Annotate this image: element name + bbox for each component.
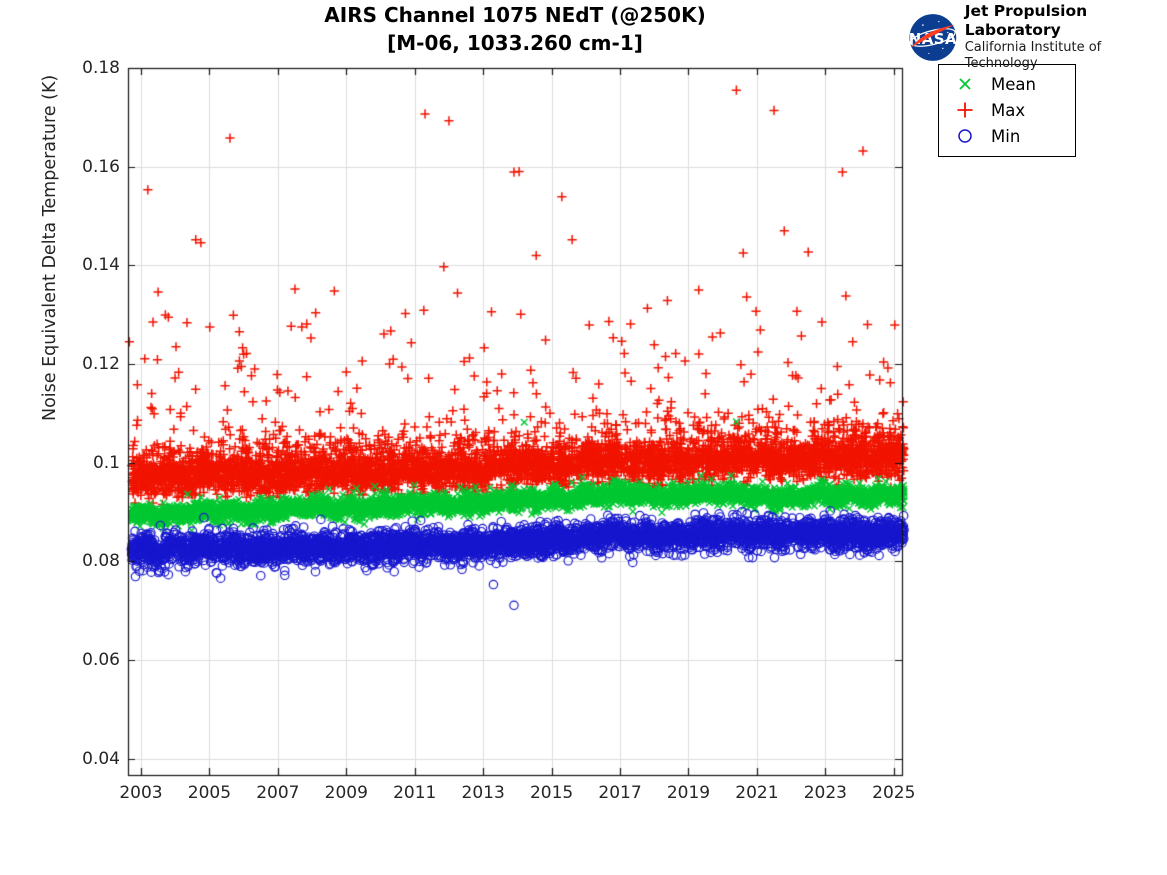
legend-item-max: Max (939, 97, 1075, 123)
legend-x-icon (939, 74, 991, 94)
legend-circle-icon (939, 126, 991, 146)
y-tick-label: 0.12 (82, 354, 120, 375)
brand-header: NASA Jet Propulsion Laboratory Californi… (908, 2, 1167, 72)
y-tick-label: 0.1 (92, 452, 120, 473)
x-tick-label: 2003 (119, 783, 163, 803)
x-tick-label: 2021 (735, 783, 779, 803)
legend-label: Mean (991, 74, 1036, 94)
x-tick-label: 2013 (461, 783, 505, 803)
x-tick-label: 2025 (872, 783, 916, 803)
x-tick-label: 2017 (598, 783, 642, 803)
x-tick-label: 2015 (529, 783, 574, 803)
x-tick-label: 2011 (393, 783, 437, 803)
nasa-logo-icon: NASA (909, 13, 957, 61)
y-tick-label: 0.08 (82, 551, 120, 572)
legend-item-mean: Mean (939, 71, 1075, 97)
legend-plus-icon (939, 100, 991, 120)
y-tick-label: 0.06 (82, 650, 120, 671)
legend-label: Max (991, 100, 1026, 120)
y-tick-label: 0.14 (82, 255, 120, 276)
y-tick-label: 0.18 (82, 58, 120, 78)
chart-subtitle: [M-06, 1033.260 cm-1] (387, 31, 643, 55)
y-tick-label: 0.16 (82, 156, 120, 177)
x-tick-label: 2019 (666, 783, 711, 803)
y-tick-label: 0.04 (82, 748, 120, 769)
x-tick-label: 2005 (187, 783, 232, 803)
legend-label: Min (991, 126, 1021, 146)
legend-item-min: Min (939, 123, 1075, 149)
org-name: Jet Propulsion Laboratory (964, 2, 1088, 39)
org-subtitle: California Institute of Technology (964, 40, 1102, 71)
chart-title: AIRS Channel 1075 NEdT (@250K) (324, 3, 706, 27)
legend: Mean Max Min (938, 64, 1076, 157)
svg-text:NASA: NASA (909, 29, 957, 47)
x-tick-label: 2023 (803, 783, 847, 803)
x-tick-label: 2007 (256, 783, 300, 803)
x-tick-label: 2009 (324, 783, 368, 803)
